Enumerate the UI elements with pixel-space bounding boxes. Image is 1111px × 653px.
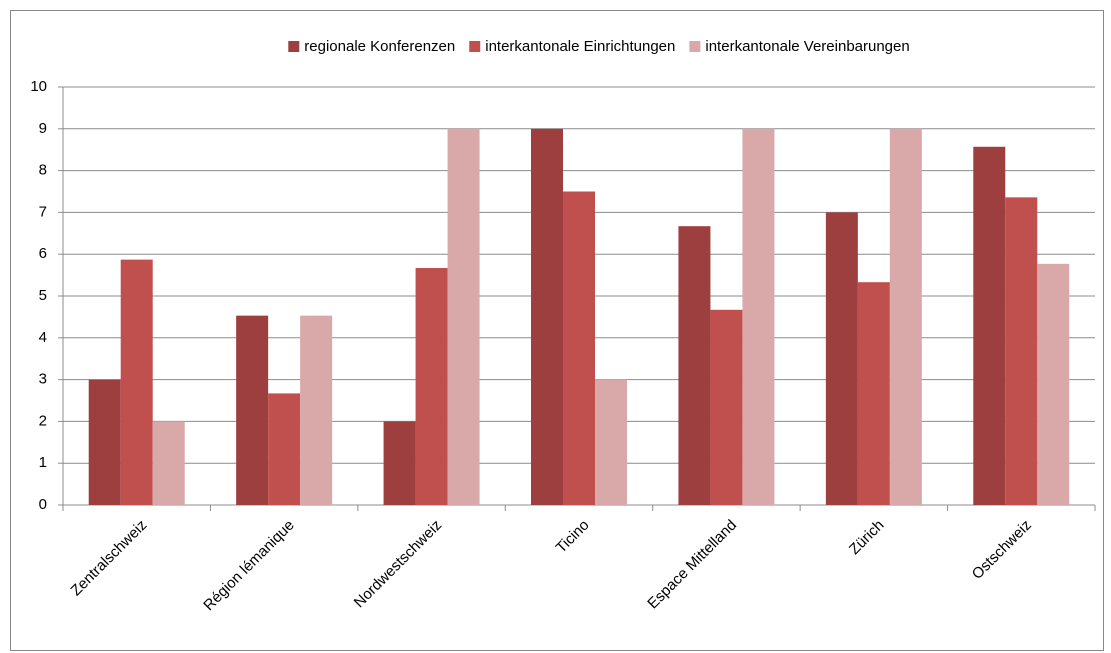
legend-label: regionale Konferenzen: [304, 38, 455, 55]
y-tick-label: 3: [39, 371, 47, 388]
bar: [88, 379, 121, 505]
y-tick-label: 4: [39, 329, 47, 346]
y-tick-label: 6: [39, 245, 47, 262]
y-tick-label: 0: [39, 496, 47, 513]
legend-swatch: [288, 41, 300, 52]
bar: [595, 379, 627, 505]
bar: [1037, 263, 1070, 505]
y-tick-label: 10: [30, 78, 47, 95]
bar: [300, 315, 333, 505]
bar: [1005, 197, 1038, 506]
bar: [710, 309, 743, 505]
bar: [678, 226, 711, 505]
bar: [742, 128, 775, 506]
legend-swatch: [469, 41, 481, 52]
bar: [268, 393, 301, 505]
y-tick-label: 9: [39, 120, 47, 137]
bar: [152, 421, 185, 505]
legend-label: interkantonale Vereinbarungen: [705, 38, 909, 55]
bar: [447, 128, 480, 506]
bar: [563, 191, 595, 505]
legend-label: interkantonale Einrichtungen: [485, 38, 675, 55]
bar: [120, 259, 153, 505]
legend: regionale Konferenzen interkantonale Einr…: [288, 38, 910, 55]
legend-swatch: [689, 41, 701, 52]
bar: [236, 315, 269, 505]
bar: [973, 146, 1006, 506]
bar: [889, 128, 922, 506]
bar: [531, 128, 563, 506]
bar: [383, 421, 416, 505]
bar: [415, 267, 448, 505]
y-tick-label: 5: [39, 287, 47, 304]
bar: [857, 282, 890, 505]
y-tick-label: 1: [39, 454, 47, 471]
y-tick-label: 7: [39, 203, 47, 220]
y-tick-label: 8: [39, 162, 47, 179]
y-tick-label: 2: [39, 412, 47, 429]
bar: [825, 212, 858, 505]
